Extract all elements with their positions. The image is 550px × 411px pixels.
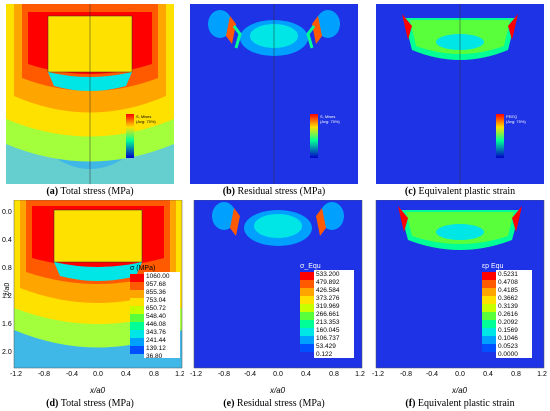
caption-c: (c) Equivalent plastic strain: [404, 186, 516, 197]
x-tick-f-4: 0.4: [483, 371, 493, 378]
x-axis-label-d: x/a0: [90, 386, 106, 395]
legend-value-d-1: 957.68: [146, 281, 166, 288]
panel-e: -1.2 -0.8 -0.4 0.0 0.4 0.8 1.2 σ_Equ 533…: [186, 200, 368, 380]
x-tick-e-5: 0.8: [329, 371, 339, 378]
x-axis-label-e: x/a0: [270, 386, 286, 395]
legend-value-d-4: 650.72: [146, 305, 166, 312]
legend-value-f-4: 0.3139: [498, 303, 518, 310]
x-tick-d-2: -0.4: [66, 371, 78, 378]
x-axis-ticks-f: -1.2 -0.8 -0.4 0.0 0.4 0.8 1.2: [372, 371, 547, 378]
legend-subtitle-c: (Avg: 75%): [506, 119, 526, 124]
legend-value-e-4: 319.969: [316, 303, 340, 310]
x-tick-f-3: 0.0: [455, 371, 465, 378]
caption-a: (a) Total stress (MPa): [46, 186, 134, 197]
legend-value-f-2: 0.4185: [498, 287, 518, 294]
legend-value-e-7: 160.045: [316, 327, 340, 334]
legend-value-d-3: 753.04: [146, 297, 166, 304]
legend-value-e-6: 213.353: [316, 319, 340, 326]
colorbar-f: εp Equ 0.5231 0.4708 0.4185 0.3662 0.313…: [482, 263, 532, 358]
legend-value-d-8: 241.44: [146, 337, 166, 344]
y-axis-label-d: z/a0: [4, 283, 11, 296]
x-tick-e-1: -0.8: [218, 371, 230, 378]
legend-value-f-8: 0.1046: [498, 335, 518, 342]
y-tick-d-3: 1.2: [2, 293, 12, 300]
contour-plot-e: -1.2 -0.8 -0.4 0.0 0.4 0.8 1.2 σ_Equ 533…: [190, 200, 365, 378]
legend-value-e-5: 266.661: [316, 311, 340, 318]
x-axis-ticks-e: -1.2 -0.8 -0.4 0.0 0.4 0.8 1.2: [190, 371, 365, 378]
contour-plot-a: S, Mises (Avg: 75%): [6, 4, 174, 184]
y-tick-d-0: 0.0: [2, 209, 12, 216]
legend-value-e-8: 106.737: [316, 335, 340, 342]
panel-c: PEEQ (Avg: 75%): [376, 4, 544, 184]
caption-b: (b) Residual stress (MPa): [222, 186, 326, 197]
legend-title-d: σ (MPa): [130, 265, 155, 272]
legend-title-a: S, Mises: [136, 114, 151, 119]
legend-value-f-7: 0.1569: [498, 327, 518, 334]
legend-value-d-0: 1060.00: [146, 273, 170, 280]
x-tick-f-6: 1.2: [537, 371, 547, 378]
legend-value-f-5: 0.2616: [498, 311, 518, 318]
panel-a: S, Mises (Avg: 75%): [6, 4, 174, 184]
x-tick-d-5: 0.8: [149, 371, 159, 378]
x-tick-f-1: -0.8: [400, 371, 412, 378]
x-axis-ticks-d: -1.2 -0.8 -0.4 0.0 0.4 0.8 1.2: [10, 371, 184, 378]
panel-b: S, Mises (Avg: 75%): [190, 4, 358, 184]
legend-subtitle-b: (Avg: 75%): [320, 119, 340, 124]
colorbar-e: σ_Equ 533.200 479.892 426.584 373.276 31…: [300, 263, 354, 358]
colorbar-d: σ (MPa) 1060.00 957.68 855.36 753.04 650…: [130, 265, 180, 360]
legend-value-e-10: 0.122: [316, 351, 333, 358]
legend-title-c: PEEQ: [506, 114, 517, 119]
legend-value-d-6: 446.08: [146, 321, 166, 328]
legend-value-d-2: 855.36: [146, 289, 166, 296]
x-tick-d-6: 1.2: [175, 371, 184, 378]
contour-plot-f: -1.2 -0.8 -0.4 0.0 0.4 0.8 1.2 εp Equ 0.…: [372, 200, 547, 378]
x-tick-e-4: 0.4: [301, 371, 311, 378]
y-axis-ticks-d: 0.0 0.4 0.8 1.2 1.6 2.0: [2, 209, 12, 356]
contour-plot-b: S, Mises (Avg: 75%): [190, 4, 358, 184]
x-tick-d-1: -0.8: [38, 371, 50, 378]
x-tick-e-2: -0.4: [244, 371, 256, 378]
panel-f: -1.2 -0.8 -0.4 0.0 0.4 0.8 1.2 εp Equ 0.…: [368, 200, 550, 380]
legend-value-f-3: 0.3662: [498, 295, 518, 302]
legend-value-f-6: 0.2092: [498, 319, 518, 326]
legend-value-e-2: 426.584: [316, 287, 340, 294]
legend-value-f-10: 0.0000: [498, 351, 518, 358]
x-tick-e-0: -1.2: [190, 371, 202, 378]
x-tick-d-4: 0.4: [121, 371, 131, 378]
caption-e: (e) Residual stress (MPa): [223, 398, 325, 409]
x-tick-f-2: -0.4: [426, 371, 438, 378]
legend-title-b: S, Mises: [320, 114, 335, 119]
legend-title-f: εp Equ: [482, 263, 504, 270]
legend-value-e-3: 373.276: [316, 295, 340, 302]
caption-f: (f) Equivalent plastic strain: [405, 398, 515, 409]
legend-value-f-1: 0.4708: [498, 279, 518, 286]
x-tick-f-5: 0.8: [511, 371, 521, 378]
caption-d: (d) Total stress (MPa): [46, 398, 134, 409]
y-tick-d-2: 0.8: [2, 265, 12, 272]
legend-value-e-1: 479.892: [316, 279, 340, 286]
legend-value-f-9: 0.0523: [498, 343, 518, 350]
legend-value-e-9: 53.429: [316, 343, 336, 350]
contour-plot-c: PEEQ (Avg: 75%): [376, 4, 544, 184]
legend-value-d-7: 343.76: [146, 329, 166, 336]
legend-value-e-0: 533.200: [316, 271, 340, 278]
legend-value-d-10: 36.80: [146, 353, 163, 360]
legend-subtitle-a: (Avg: 75%): [136, 119, 156, 124]
y-tick-d-1: 0.4: [2, 237, 12, 244]
x-tick-d-3: 0.0: [93, 371, 103, 378]
legend-title-e: σ_Equ: [300, 263, 321, 270]
x-tick-d-0: -1.2: [10, 371, 22, 378]
x-tick-e-3: 0.0: [273, 371, 283, 378]
panel-d: 0.0 0.4 0.8 1.2 1.6 2.0 z/a0 -1.2 -0.8 -…: [2, 200, 184, 380]
legend-value-d-5: 548.40: [146, 313, 166, 320]
x-tick-e-6: 1.2: [355, 371, 365, 378]
legend-value-d-9: 139.12: [146, 345, 166, 352]
contour-plot-d: 0.0 0.4 0.8 1.2 1.6 2.0 z/a0 -1.2 -0.8 -…: [2, 200, 184, 378]
x-axis-label-f: x/a0: [452, 386, 468, 395]
y-tick-d-5: 2.0: [2, 349, 12, 356]
x-tick-f-0: -1.2: [372, 371, 384, 378]
y-tick-d-4: 1.6: [2, 321, 12, 328]
legend-value-f-0: 0.5231: [498, 271, 518, 278]
x-axis-labels: x/a0 x/a0 x/a0: [0, 386, 550, 396]
